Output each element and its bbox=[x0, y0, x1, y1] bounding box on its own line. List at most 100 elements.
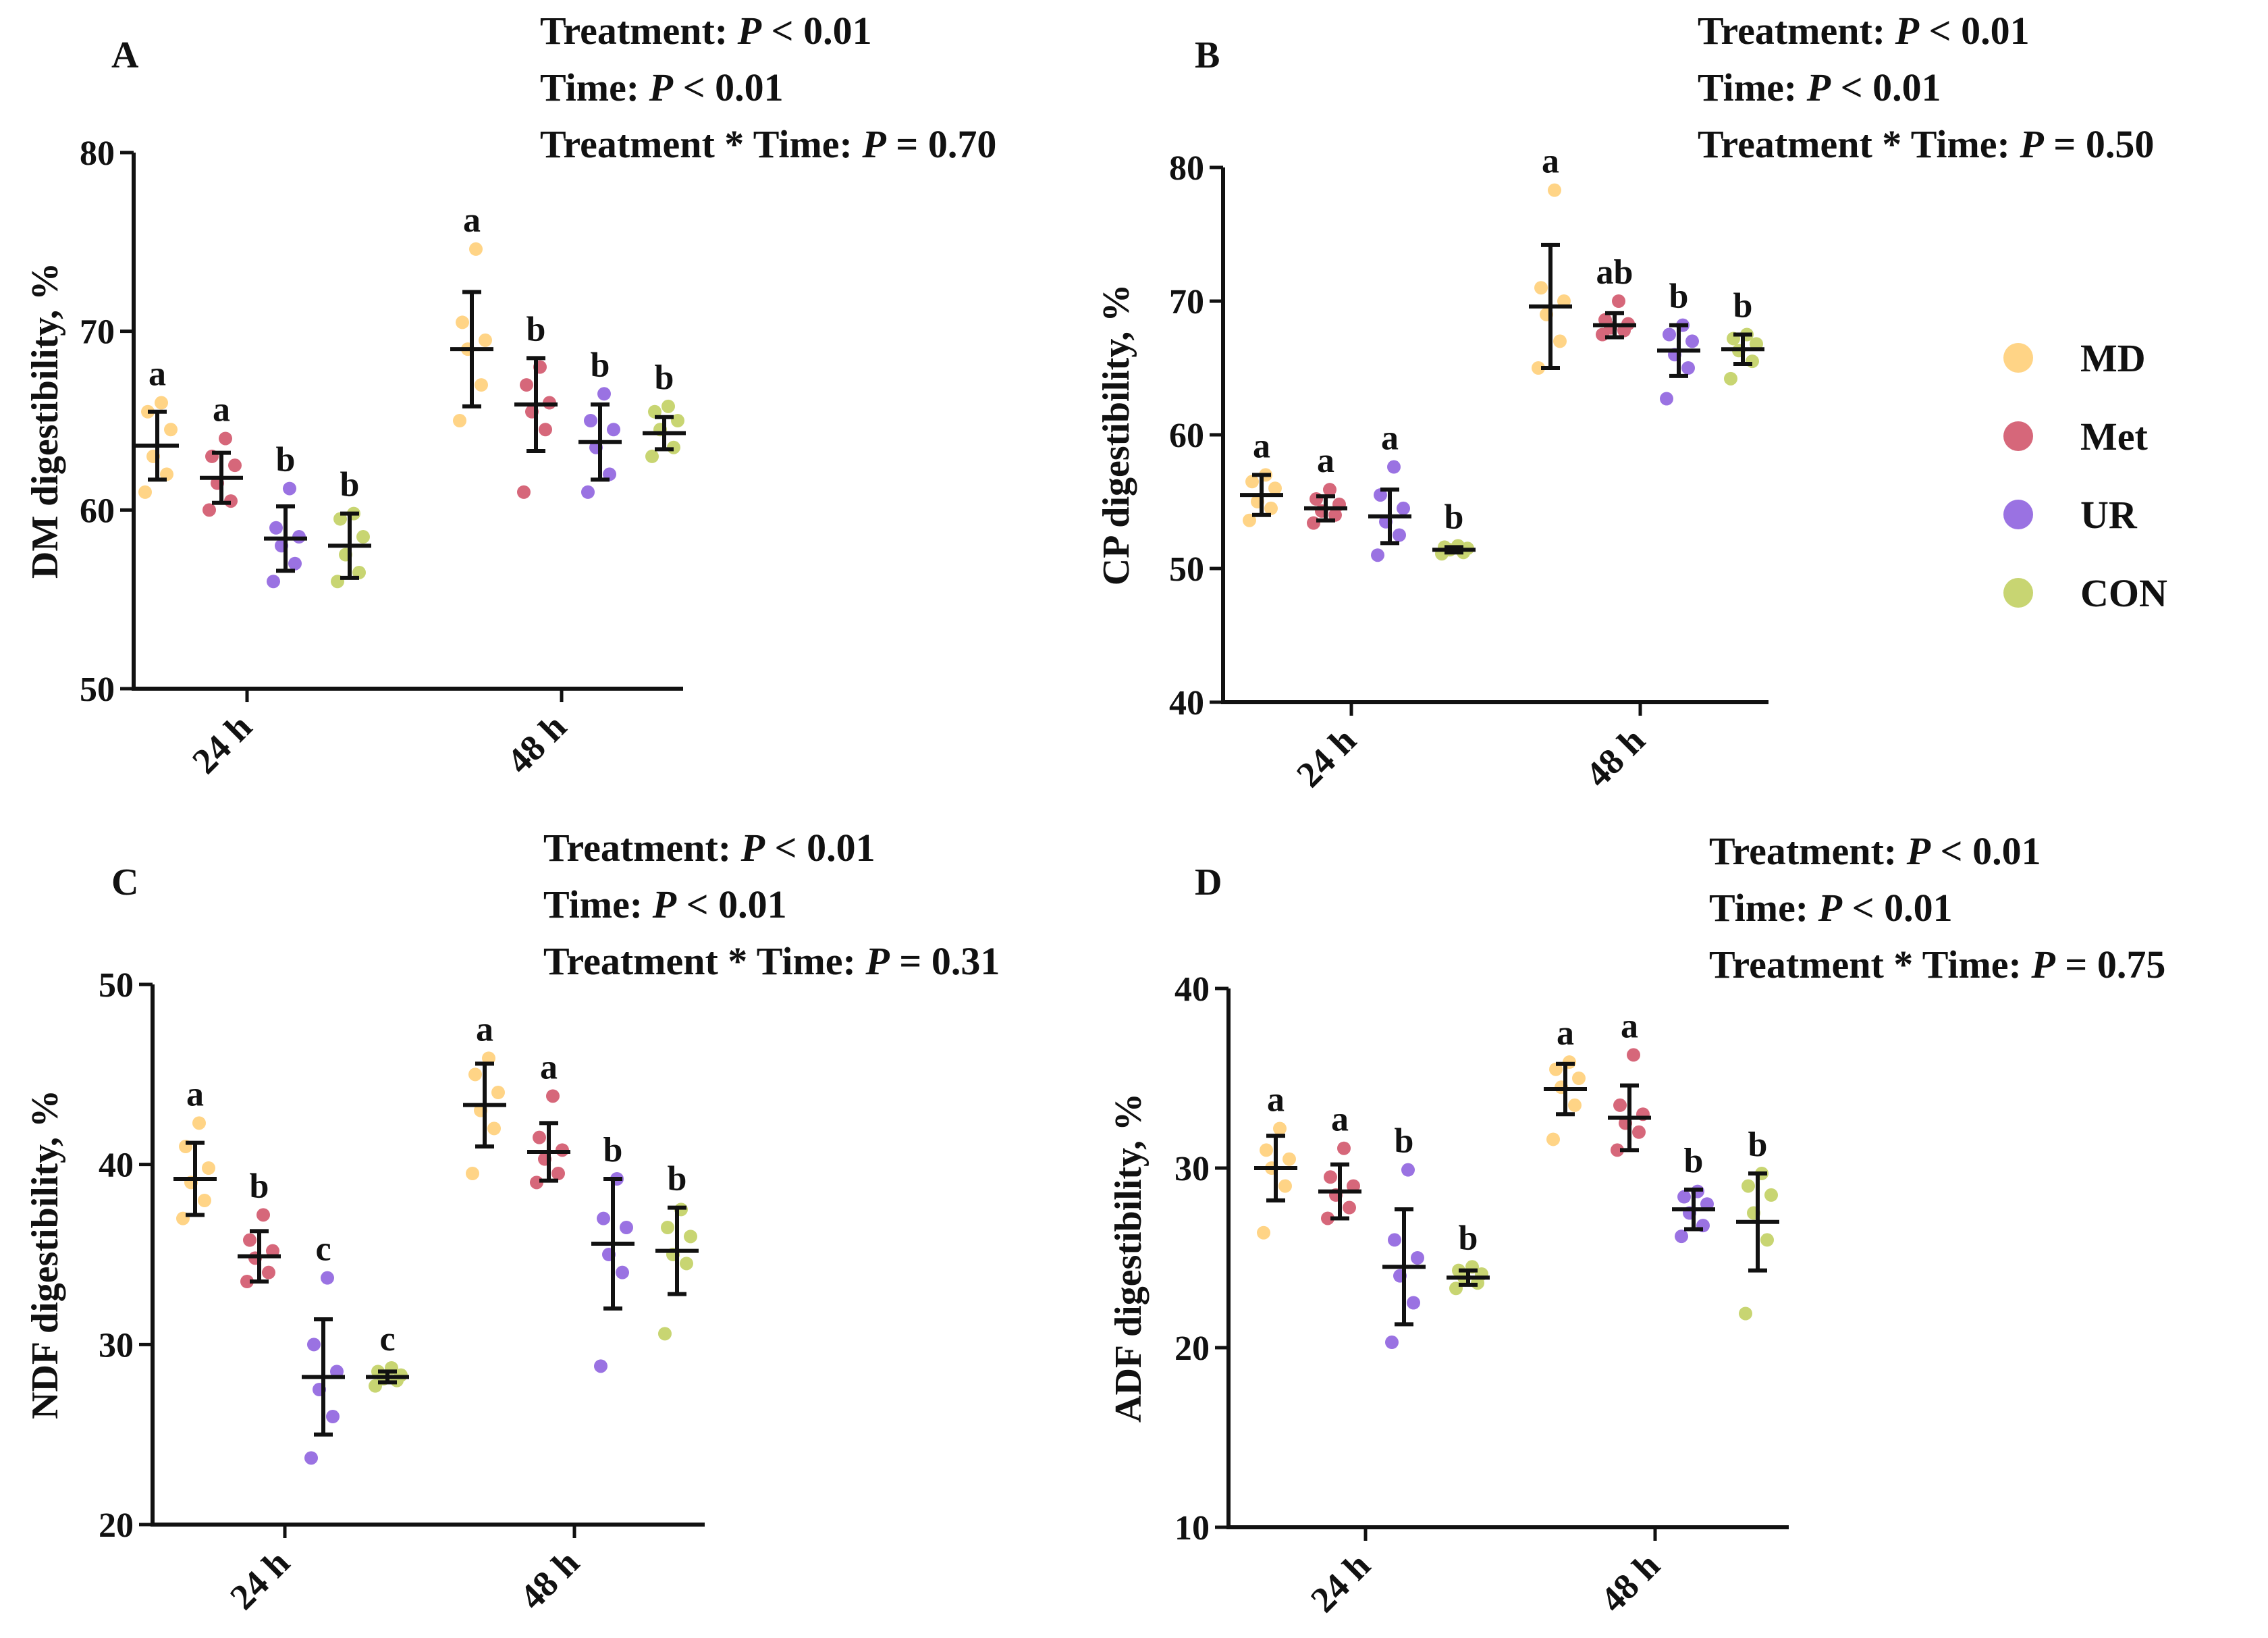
point-a-met-1-0 bbox=[517, 485, 531, 499]
y-tick-label-a-50: 50 bbox=[80, 670, 115, 709]
point-a-md-0-0 bbox=[138, 485, 152, 499]
point-a-met-0-0 bbox=[202, 503, 216, 517]
sig-letter-b-con-0: b bbox=[1444, 498, 1464, 536]
point-d-md-0-1 bbox=[1278, 1179, 1292, 1193]
point-d-md-1-3 bbox=[1572, 1072, 1586, 1085]
point-d-met-1-5 bbox=[1627, 1048, 1640, 1062]
point-c-met-1-5 bbox=[546, 1089, 560, 1103]
point-d-ur-0-0 bbox=[1385, 1336, 1399, 1350]
sig-letter-d-con-0: b bbox=[1459, 1219, 1478, 1257]
point-c-con-1-3 bbox=[684, 1230, 697, 1244]
point-c-md-1-0 bbox=[466, 1167, 479, 1180]
point-d-met-1-0 bbox=[1611, 1143, 1624, 1157]
panel-a: A Treatment: P < 0.01 Time: P < 0.01 Treatm… bbox=[24, 9, 996, 781]
y-tick-label-d-10: 10 bbox=[1174, 1509, 1210, 1548]
stats-interaction-a: Treatment * Time: P = 0.70 bbox=[540, 122, 996, 166]
point-d-ur-1-4 bbox=[1677, 1190, 1691, 1204]
point-a-md-1-0 bbox=[453, 414, 466, 427]
stats-treatment-b: Treatment: P < 0.01 bbox=[1698, 9, 2030, 53]
panel-c: C Treatment: P < 0.01 Time: P < 0.01 Treatm… bbox=[24, 826, 1000, 1617]
sig-letter-a-con-1: b bbox=[655, 359, 674, 397]
point-c-met-0-4 bbox=[243, 1233, 256, 1247]
y-tick-label-c-20: 20 bbox=[99, 1506, 134, 1545]
point-d-md-0-4 bbox=[1260, 1143, 1273, 1157]
point-d-met-1-1 bbox=[1632, 1125, 1646, 1139]
legend-label-met: Met bbox=[2080, 415, 2148, 458]
stats-interaction-d: Treatment * Time: P = 0.75 bbox=[1709, 943, 2165, 986]
point-a-md-0-3 bbox=[164, 423, 178, 437]
sig-letter-b-md-1: a bbox=[1542, 142, 1559, 181]
y-tick-label-c-50: 50 bbox=[99, 966, 134, 1005]
point-b-ur-1-3 bbox=[1685, 334, 1699, 348]
sig-letter-a-met-1: b bbox=[526, 310, 546, 348]
point-a-con-1-0 bbox=[645, 449, 659, 463]
point-d-md-1-1 bbox=[1568, 1098, 1582, 1112]
y-tick-label-b-60: 60 bbox=[1169, 417, 1204, 455]
y-axis-label-c: NDF digestibility, % bbox=[24, 1090, 66, 1419]
sig-letter-c-con-0: c bbox=[379, 1320, 395, 1358]
panel-letter-b: B bbox=[1195, 34, 1220, 76]
point-d-md-0-0 bbox=[1257, 1225, 1270, 1240]
y-tick-label-d-40: 40 bbox=[1174, 970, 1210, 1009]
point-a-md-0-5 bbox=[155, 396, 168, 410]
sig-letter-d-met-1: a bbox=[1621, 1007, 1638, 1045]
point-a-con-1-5 bbox=[662, 399, 675, 413]
point-c-ur-1-0 bbox=[594, 1359, 608, 1373]
sig-letter-b-con-1: b bbox=[1733, 287, 1753, 325]
point-c-ur-0-4 bbox=[307, 1338, 321, 1352]
point-c-md-1-4 bbox=[468, 1067, 482, 1082]
y-tick-label-d-20: 20 bbox=[1174, 1329, 1210, 1368]
point-b-met-1-5 bbox=[1612, 294, 1625, 308]
point-b-con-1-1 bbox=[1746, 354, 1759, 369]
legend: MD Met UR CON bbox=[2003, 336, 2167, 615]
sig-letter-a-ur-0: b bbox=[276, 441, 296, 479]
point-d-con-1-0 bbox=[1739, 1306, 1752, 1321]
panel-d: D Treatment: P < 0.01 Time: P < 0.01 Treatm… bbox=[1108, 829, 2165, 1620]
x-tick-label-c-1: 48 h bbox=[512, 1542, 587, 1617]
sig-letter-b-met-1: ab bbox=[1596, 253, 1634, 292]
point-d-met-0-1 bbox=[1343, 1200, 1356, 1215]
point-a-met-0-5 bbox=[219, 431, 232, 446]
stats-treatment-d: Treatment: P < 0.01 bbox=[1709, 829, 2041, 873]
y-axis-label-b: CP digestibility, % bbox=[1096, 284, 1137, 586]
point-a-ur-1-3 bbox=[607, 423, 620, 437]
point-a-con-0-3 bbox=[356, 530, 370, 544]
point-d-met-0-5 bbox=[1337, 1141, 1351, 1155]
panel-b: B Treatment: P < 0.01 Time: P < 0.01 Treatm… bbox=[1096, 9, 2154, 795]
point-b-md-1-5 bbox=[1548, 183, 1561, 197]
sig-letter-a-met-0: a bbox=[213, 390, 230, 429]
legend-swatch-con bbox=[2003, 578, 2033, 608]
x-tick-label-b-0: 24 h bbox=[1289, 720, 1364, 795]
point-c-con-1-1 bbox=[680, 1257, 693, 1271]
legend-swatch-met bbox=[2003, 421, 2033, 451]
stats-treatment-a: Treatment: P < 0.01 bbox=[540, 9, 872, 53]
x-tick-label-d-0: 24 h bbox=[1303, 1545, 1378, 1620]
point-d-ur-0-4 bbox=[1388, 1233, 1401, 1247]
point-c-md-1-3 bbox=[491, 1086, 505, 1099]
point-a-met-1-4 bbox=[520, 378, 533, 392]
point-c-met-0-0 bbox=[240, 1275, 254, 1288]
point-b-ur-0-1 bbox=[1393, 528, 1406, 542]
x-tick-label-b-1: 48 h bbox=[1577, 720, 1652, 795]
point-c-md-0-3 bbox=[202, 1161, 215, 1175]
point-d-met-0-4 bbox=[1324, 1170, 1337, 1184]
point-d-con-1-4 bbox=[1742, 1179, 1755, 1193]
legend-label-md: MD bbox=[2080, 336, 2146, 380]
stats-time-a: Time: P < 0.01 bbox=[540, 65, 784, 109]
point-d-ur-0-3 bbox=[1411, 1251, 1424, 1265]
point-c-met-1-1 bbox=[551, 1167, 565, 1180]
x-tick-label-a-0: 24 h bbox=[184, 706, 259, 781]
point-c-met-0-1 bbox=[262, 1265, 275, 1279]
point-c-ur-0-5 bbox=[321, 1271, 334, 1285]
sig-letter-d-md-1: a bbox=[1557, 1014, 1574, 1053]
point-c-ur-1-3 bbox=[620, 1221, 633, 1234]
sig-letter-c-con-1: b bbox=[668, 1160, 687, 1198]
point-d-met-1-4 bbox=[1613, 1098, 1627, 1112]
sig-letter-a-md-0: a bbox=[148, 355, 166, 394]
y-tick-label-d-30: 30 bbox=[1174, 1150, 1210, 1188]
y-tick-label-b-50: 50 bbox=[1169, 550, 1204, 589]
point-b-ur-0-3 bbox=[1397, 501, 1410, 515]
point-d-met-0-0 bbox=[1321, 1211, 1334, 1225]
point-b-md-0-3 bbox=[1268, 481, 1282, 496]
y-tick-label-b-80: 80 bbox=[1169, 149, 1204, 188]
